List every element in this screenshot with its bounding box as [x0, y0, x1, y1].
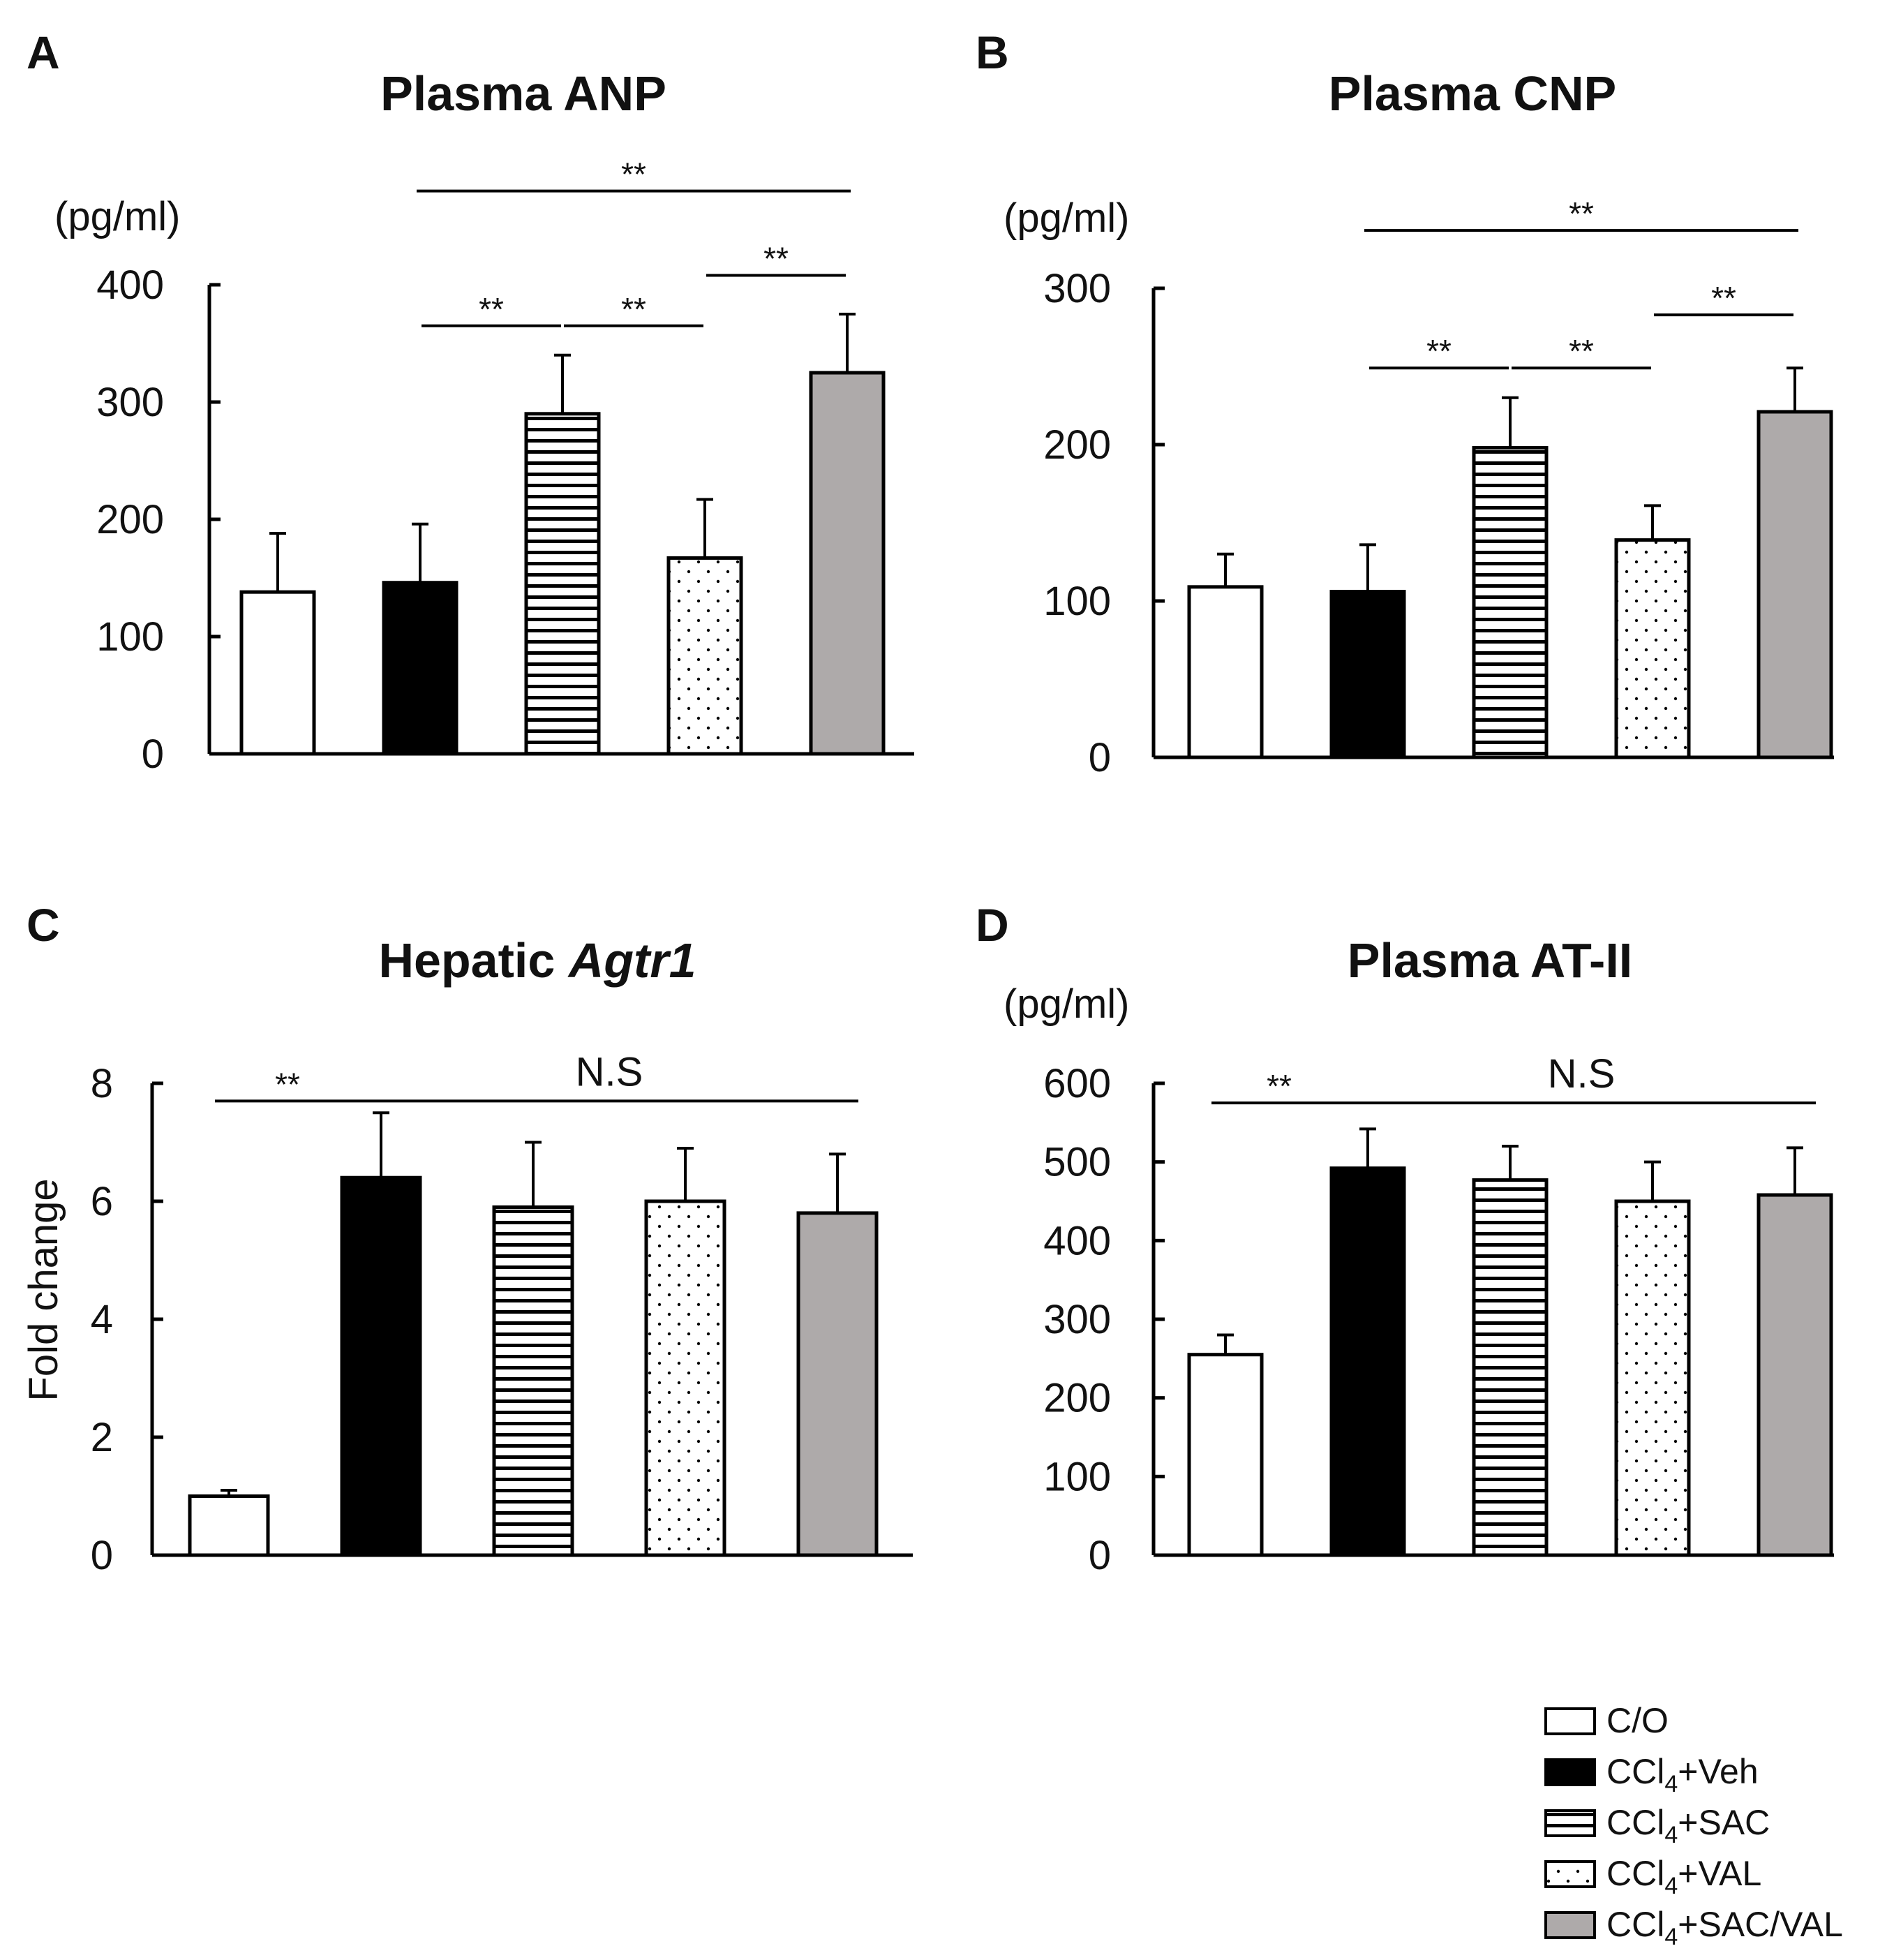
legend-swatch-3: [1544, 1809, 1596, 1837]
panel-letter-b: B: [976, 27, 1009, 78]
y-tick-label-b: 200: [1043, 422, 1111, 468]
chart-title-a: Plasma ANP: [380, 66, 666, 121]
y-tick-label-a: 400: [96, 262, 164, 308]
bar-c-2: [340, 1175, 422, 1557]
bar-c-3: [492, 1205, 574, 1557]
significance-label-a: **: [621, 156, 646, 193]
chart-title-c: Hepatic Agtr1: [378, 933, 696, 988]
y-tick-label-c: 0: [91, 1533, 113, 1578]
legend-label-3: CCl4+SAC: [1606, 1803, 1770, 1848]
y-tick-label-d: 100: [1043, 1454, 1111, 1499]
y-tick-label-d: 300: [1043, 1297, 1111, 1342]
bar-b-4: [1614, 538, 1691, 759]
bar-d-1: [1187, 1353, 1264, 1557]
significance-label-b: **: [1426, 333, 1452, 369]
y-tick-label-c: 2: [91, 1415, 113, 1460]
significance-label-a: **: [479, 291, 504, 327]
significance-label-a: **: [621, 291, 646, 327]
y-tick-label-c: 4: [91, 1297, 113, 1342]
bar-c-4: [644, 1199, 726, 1557]
y-tick-label-c: 8: [91, 1061, 113, 1106]
bar-b-3: [1472, 445, 1549, 759]
panel-d-plasma-at-ii: D Plasma AT-II (pg/ml) 0 100 200 300 400 500 6…: [976, 899, 1834, 1578]
chart-title-c-italic: Agtr1: [567, 933, 696, 988]
panel-a-marks: 0 100 200 300 400 ** ** ** **: [96, 156, 914, 777]
unit-label-d: (pg/ml): [1004, 981, 1129, 1027]
y-tick-label-b: 0: [1089, 735, 1111, 780]
bar-c-5: [796, 1211, 879, 1557]
bar-a-4: [666, 556, 743, 756]
chart-title-c-plain: Hepatic: [378, 933, 568, 988]
significance-label-d: **: [1267, 1068, 1292, 1104]
bar-b-5: [1757, 410, 1833, 759]
legend-label-5: CCl4+SAC/VAL: [1606, 1905, 1843, 1950]
y-tick-label-c: 6: [91, 1179, 113, 1224]
bar-d-2: [1329, 1166, 1406, 1557]
y-tick-label-a: 200: [96, 497, 164, 542]
significance-label-a: **: [763, 241, 789, 277]
bar-a-3: [524, 412, 601, 756]
bar-d-4: [1614, 1199, 1691, 1557]
legend-swatch-2: [1544, 1758, 1596, 1786]
bar-a-1: [239, 590, 316, 756]
panel-letter-d: D: [976, 899, 1009, 951]
y-tick-label-d: 400: [1043, 1218, 1111, 1263]
y-tick-label-d: 200: [1043, 1376, 1111, 1421]
panel-b-marks: 0 100 200 300 ** ** ** **: [1043, 195, 1834, 780]
legend-label-4: CCl4+VAL: [1606, 1854, 1761, 1899]
panel-letter-a: A: [27, 27, 60, 78]
bar-b-1: [1187, 585, 1264, 759]
legend-swatch-1: [1544, 1707, 1596, 1735]
panel-c-hepatic-agtr1: C Hepatic Agtr1 Fold change 0 2 4 6 8 ** N.S: [21, 899, 913, 1578]
significance-label-c: **: [275, 1066, 300, 1102]
ns-label-c: N.S: [576, 1049, 643, 1094]
y-tick-label-d: 500: [1043, 1140, 1111, 1185]
y-tick-label-a: 0: [142, 732, 164, 777]
bar-a-2: [382, 581, 458, 756]
bar-d-3: [1472, 1178, 1549, 1557]
significance-label-b: **: [1569, 195, 1594, 232]
y-tick-label-b: 300: [1043, 266, 1111, 311]
legend-label-1: C/O: [1606, 1701, 1669, 1740]
ns-label-d: N.S: [1548, 1051, 1616, 1097]
unit-label-b: (pg/ml): [1004, 195, 1129, 241]
y-tick-label-d: 600: [1043, 1061, 1111, 1106]
y-tick-label-b: 100: [1043, 579, 1111, 624]
bar-b-2: [1329, 590, 1406, 759]
panel-d-marks: 0 100 200 300 400 500 600 ** N.S: [1043, 1051, 1834, 1578]
bar-d-5: [1757, 1193, 1833, 1557]
chart-title-b: Plasma CNP: [1329, 66, 1616, 121]
legend-swatch-5: [1544, 1911, 1596, 1939]
panel-a-plasma-anp: A Plasma ANP (pg/ml) 0 100 200 300 400 ** ** **…: [27, 27, 914, 777]
panel-c-marks: 0 2 4 6 8 ** N.S: [91, 1049, 913, 1578]
y-tick-label-a: 300: [96, 380, 164, 425]
bar-c-1: [188, 1494, 270, 1557]
legend-label-2: CCl4+Veh: [1606, 1752, 1759, 1797]
significance-label-b: **: [1711, 280, 1736, 316]
panel-b-plasma-cnp: B Plasma CNP (pg/ml) 0 100 200 300 ** ** ** **: [976, 27, 1834, 780]
chart-title-d: Plasma AT-II: [1348, 933, 1632, 988]
y-tick-label-a: 100: [96, 614, 164, 660]
bar-a-5: [809, 371, 886, 756]
legend: C/O CCl4+Veh CCl4+SAC CCl4+VAL CCl4+SAC/VAL: [1544, 1701, 1843, 1950]
panel-letter-c: C: [27, 899, 60, 951]
significance-label-b: **: [1569, 333, 1594, 369]
unit-label-a: (pg/ml): [54, 194, 180, 239]
legend-swatch-4: [1544, 1860, 1596, 1888]
y-tick-label-d: 0: [1089, 1533, 1111, 1578]
y-axis-label-c: Fold change: [21, 1178, 66, 1401]
